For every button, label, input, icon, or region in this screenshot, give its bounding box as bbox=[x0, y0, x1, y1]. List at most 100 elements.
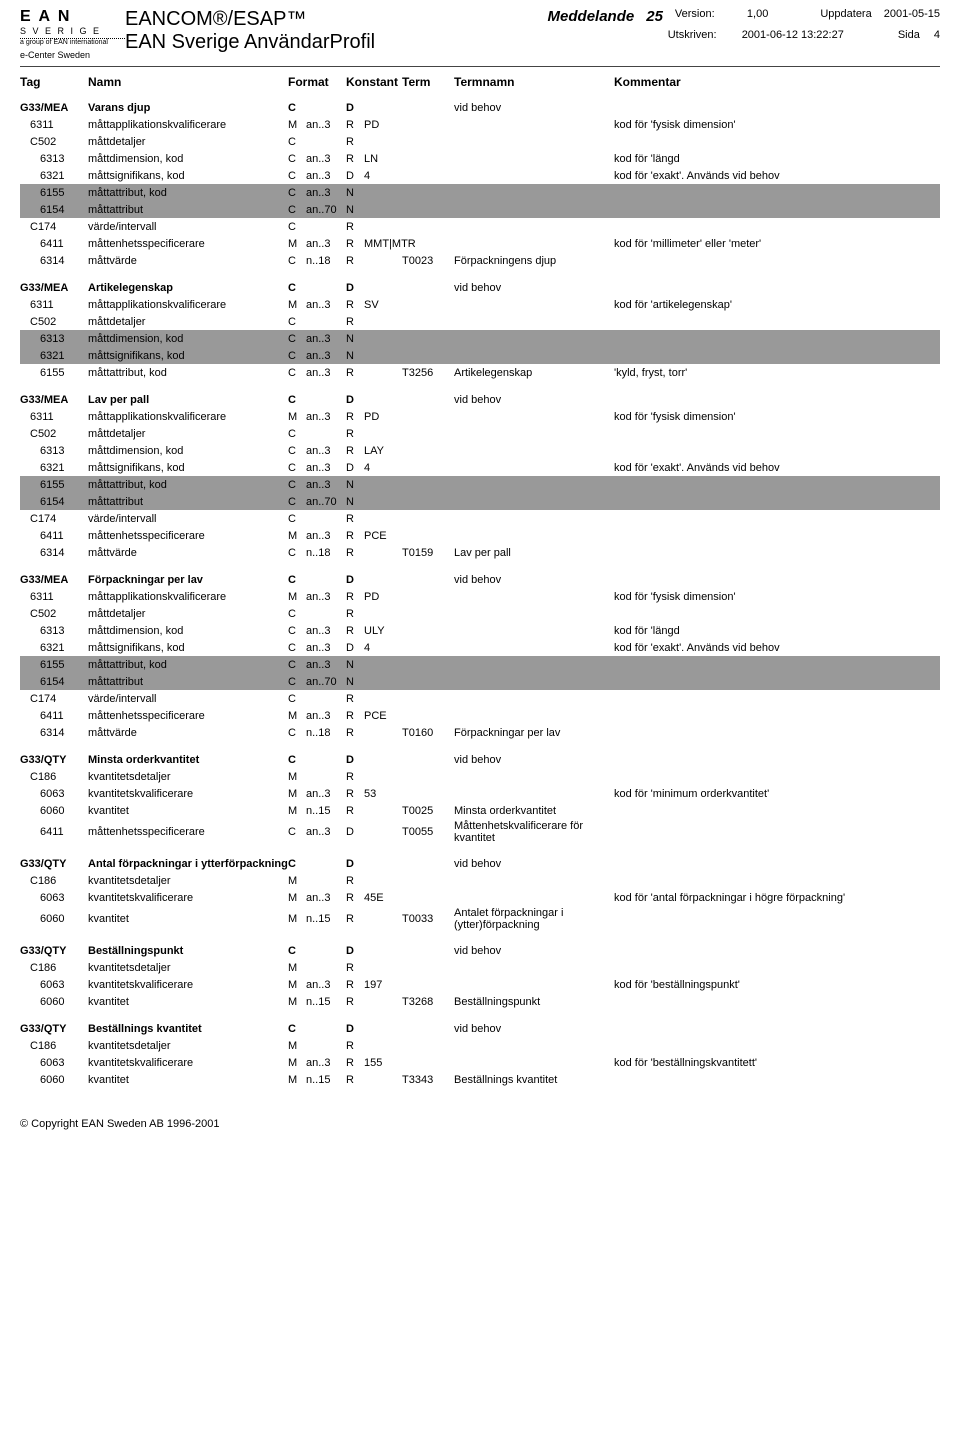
cell-konstant: D bbox=[346, 754, 364, 766]
cell-tag: 6321 bbox=[20, 462, 88, 474]
cell-konstant: R bbox=[346, 962, 364, 974]
cell-namn: kvantitetsdetaljer bbox=[88, 771, 288, 783]
table-row: 6063kvantitetskvalificerareMan..3R45Ekod… bbox=[20, 889, 940, 906]
sida-label: Sida bbox=[898, 29, 920, 41]
cell-termnamn: Beställningspunkt bbox=[454, 996, 614, 1008]
col-termnamn: Termnamn bbox=[454, 75, 614, 89]
cell-konstant: N bbox=[346, 187, 364, 199]
table-row: 6155måttattribut, kodCan..3N bbox=[20, 476, 940, 493]
cell-tag: 6063 bbox=[20, 979, 88, 991]
table-row: 6313måttdimension, kodCan..3RLNkod för '… bbox=[20, 150, 940, 167]
cell-tag: G33/MEA bbox=[20, 102, 88, 114]
cell-mc: C bbox=[288, 547, 306, 559]
cell-value: LN bbox=[364, 153, 402, 165]
cell-termnamn: Måttenhetskvalificerare för kvantitet bbox=[454, 820, 614, 844]
cell-mc: M bbox=[288, 875, 306, 887]
table-row: 6060kvantitetMn..15RT3343Beställnings kv… bbox=[20, 1071, 940, 1088]
cell-mc: C bbox=[288, 608, 306, 620]
cell-mc: C bbox=[288, 858, 306, 870]
cell-tag: C502 bbox=[20, 316, 88, 328]
header-meta-row-2: Utskriven: 2001-06-12 13:22:27 Sida 4 bbox=[548, 29, 940, 41]
table-row: 6411måttenhetsspecificerareMan..3RPCE bbox=[20, 527, 940, 544]
cell-mc: C bbox=[288, 693, 306, 705]
cell-value: PCE bbox=[364, 710, 402, 722]
cell-konstant: N bbox=[346, 479, 364, 491]
table-row: 6063kvantitetskvalificerareMan..3R197kod… bbox=[20, 976, 940, 993]
cell-konstant: D bbox=[346, 642, 364, 654]
cell-mc: C bbox=[288, 462, 306, 474]
cell-konstant: R bbox=[346, 608, 364, 620]
cell-tag: 6311 bbox=[20, 591, 88, 603]
cell-value: 4 bbox=[364, 642, 402, 654]
table-row: C174värde/intervallCR bbox=[20, 690, 940, 707]
cell-mc: M bbox=[288, 591, 306, 603]
cell-namn: värde/intervall bbox=[88, 221, 288, 233]
cell-namn: måttdetaljer bbox=[88, 136, 288, 148]
cell-konstant: D bbox=[346, 102, 364, 114]
cell-mc: M bbox=[288, 710, 306, 722]
row-spacer bbox=[20, 1010, 940, 1020]
cell-namn: måttenhetsspecificerare bbox=[88, 238, 288, 250]
cell-konstant: R bbox=[346, 591, 364, 603]
cell-mc: C bbox=[288, 136, 306, 148]
cell-konstant: R bbox=[346, 979, 364, 991]
cell-namn: måttsignifikans, kod bbox=[88, 462, 288, 474]
cell-kommentar: kod för 'fysisk dimension' bbox=[614, 411, 940, 423]
col-konstant: Konstant bbox=[346, 75, 402, 89]
cell-format: an..3 bbox=[306, 153, 346, 165]
table-row: 6154måttattributCan..70N bbox=[20, 673, 940, 690]
cell-konstant: N bbox=[346, 204, 364, 216]
cell-mc: C bbox=[288, 479, 306, 491]
table-row: 6155måttattribut, kodCan..3N bbox=[20, 656, 940, 673]
cell-konstant: R bbox=[346, 788, 364, 800]
cell-mc: C bbox=[288, 102, 306, 114]
cell-tag: C186 bbox=[20, 962, 88, 974]
cell-namn: måttattribut, kod bbox=[88, 659, 288, 671]
cell-namn: måttvärde bbox=[88, 255, 288, 267]
cell-mc: C bbox=[288, 513, 306, 525]
cell-mc: C bbox=[288, 282, 306, 294]
cell-konstant: R bbox=[346, 119, 364, 131]
cell-tag: 6311 bbox=[20, 119, 88, 131]
cell-format: an..3 bbox=[306, 462, 346, 474]
table-row: 6321måttsignifikans, kodCan..3N bbox=[20, 347, 940, 364]
cell-mc: C bbox=[288, 394, 306, 406]
cell-format: an..3 bbox=[306, 826, 346, 838]
cell-format: an..70 bbox=[306, 676, 346, 688]
cell-konstant: D bbox=[346, 394, 364, 406]
cell-term: T0055 bbox=[402, 826, 454, 838]
cell-format: an..3 bbox=[306, 299, 346, 311]
table-row: 6411måttenhetsspecificerareMan..3RPCE bbox=[20, 707, 940, 724]
cell-tag: G33/MEA bbox=[20, 394, 88, 406]
cell-namn: måttdetaljer bbox=[88, 428, 288, 440]
cell-tag: 6311 bbox=[20, 411, 88, 423]
cell-mc: M bbox=[288, 299, 306, 311]
cell-mc: M bbox=[288, 805, 306, 817]
cell-format: n..18 bbox=[306, 255, 346, 267]
table-row: 6314måttvärdeCn..18RT0159Lav per pall bbox=[20, 544, 940, 561]
cell-namn: måttsignifikans, kod bbox=[88, 350, 288, 362]
table-row: 6063kvantitetskvalificerareMan..3R155kod… bbox=[20, 1054, 940, 1071]
cell-tag: G33/MEA bbox=[20, 282, 88, 294]
cell-namn: kvantitetskvalificerare bbox=[88, 1057, 288, 1069]
logo-block: E A N S V E R I G E a group of EAN inter… bbox=[20, 8, 125, 60]
cell-konstant: D bbox=[346, 1023, 364, 1035]
cell-termnamn: Beställnings kvantitet bbox=[454, 1074, 614, 1086]
uppdatera-date: 2001-05-15 bbox=[884, 8, 940, 25]
cell-kommentar: kod för 'antal förpackningar i högre för… bbox=[614, 892, 940, 904]
cell-konstant: R bbox=[346, 411, 364, 423]
cell-tag: C502 bbox=[20, 608, 88, 620]
cell-konstant: R bbox=[346, 996, 364, 1008]
cell-format: an..3 bbox=[306, 892, 346, 904]
cell-konstant: R bbox=[346, 367, 364, 379]
cell-mc: M bbox=[288, 1040, 306, 1052]
table-row: 6155måttattribut, kodCan..3N bbox=[20, 184, 940, 201]
cell-namn: kvantitet bbox=[88, 805, 288, 817]
cell-konstant: R bbox=[346, 153, 364, 165]
cell-term: T3343 bbox=[402, 1074, 454, 1086]
cell-tag: C502 bbox=[20, 136, 88, 148]
cell-value: ULY bbox=[364, 625, 402, 637]
cell-mc: C bbox=[288, 754, 306, 766]
cell-namn: måttsignifikans, kod bbox=[88, 642, 288, 654]
cell-tag: 6411 bbox=[20, 710, 88, 722]
